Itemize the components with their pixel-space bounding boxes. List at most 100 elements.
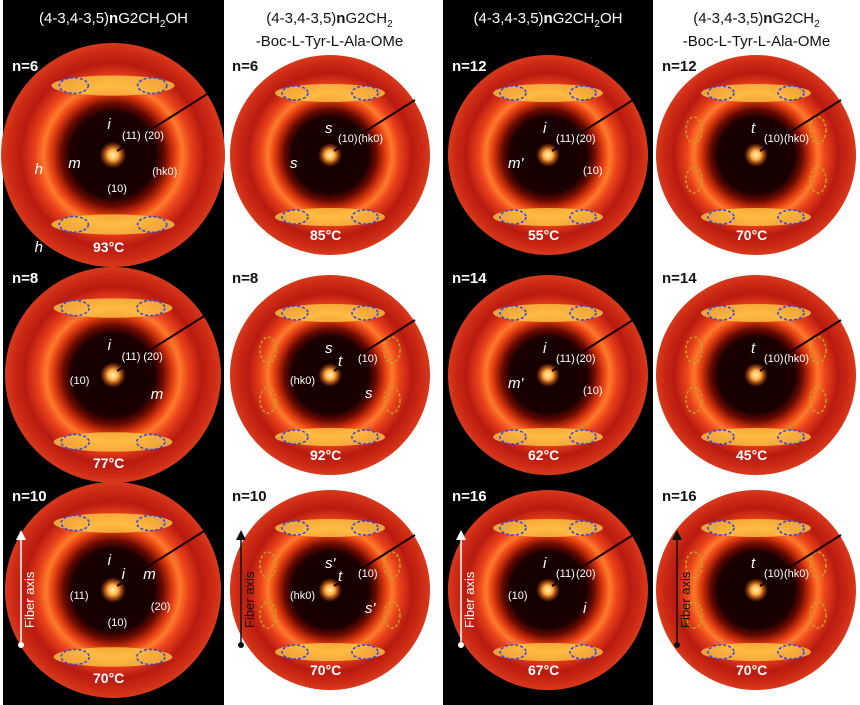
annotation-label: m' [508,375,524,392]
annotation-label: (10) [583,385,603,397]
n-label: n=12 [662,58,697,75]
annotation-label: s' [365,600,376,617]
annotation-label: (hk0) [784,133,810,145]
temperature-label: 70°C [93,670,125,686]
highlight-ellipse [135,299,166,317]
fiber-axis-arrow [672,530,682,648]
highlight-ellipse [135,648,166,666]
highlight-ellipse [351,305,379,321]
highlight-ellipse-t [383,601,401,629]
beam-center [744,363,768,387]
reflection-arc [493,84,603,102]
highlight-ellipse-t [685,601,703,629]
highlight-ellipse [499,429,527,445]
annotation-label: (hk0) [152,166,178,179]
n-label: n=14 [452,270,487,287]
annotation-label: (11) [69,590,89,602]
highlight-ellipse-t [259,386,277,414]
annotation-label: m' [508,155,524,172]
annotation-label: i [543,555,547,572]
annotation-label: (10) [764,353,784,365]
n-label: n=6 [12,58,39,75]
highlight-ellipse [569,520,597,536]
column-header: (4-3,4-3,5)nG2CH2OH [39,10,188,30]
beam-center [536,143,560,167]
n-label: n=16 [452,488,487,505]
highlight-ellipse [351,85,379,101]
diffraction-pattern [448,275,648,475]
reflection-arc [493,519,603,537]
reflection-arc [701,84,811,102]
reflection-arc [701,304,811,322]
highlight-ellipse-t [259,336,277,364]
annotation-label: (11) [121,130,141,143]
highlight-ellipse [707,520,735,536]
highlight-ellipse [707,429,735,445]
highlight-ellipse [777,644,805,660]
beam-stop [759,99,842,152]
diffraction-pattern [230,55,430,255]
annotation-label: i [107,337,111,355]
highlight-ellipse-t [383,386,401,414]
annotation-label: i [121,566,125,584]
temperature-label: 70°C [736,227,768,243]
annotation-label: h [34,160,43,178]
beam-stop [551,99,634,152]
highlight-ellipse [777,520,805,536]
highlight-ellipse-t [685,336,703,364]
column-header: (4-3,4-3,5)nG2CH2 -Boc-L-Tyr-L-Ala-OMe [255,10,404,50]
annotation-label: (20) [576,568,596,580]
beam-center [99,141,127,169]
beam-stop [116,529,206,587]
diffraction-pattern [230,490,430,690]
highlight-ellipse [136,76,168,95]
highlight-ellipse [135,433,166,451]
highlight-ellipse-t [809,336,827,364]
annotation-label: (10) [508,590,528,602]
highlight-ellipse [499,305,527,321]
annotation-label: i [583,600,587,617]
annotation-label: (hk0) [358,133,384,145]
highlight-ellipse-t [809,166,827,194]
highlight-ellipse-t [685,116,703,144]
highlight-ellipse [569,85,597,101]
highlight-ellipse [777,209,805,225]
highlight-ellipse [281,644,309,660]
highlight-ellipse-t [685,386,703,414]
annotation-label: (hk0) [784,353,810,365]
beam-stop [333,319,416,372]
highlight-ellipse-t [809,116,827,144]
reflection-arc [493,208,603,226]
highlight-ellipse-t [259,601,277,629]
highlight-ellipse-t [809,386,827,414]
highlight-ellipse [499,85,527,101]
temperature-label: 70°C [310,662,342,678]
highlight-ellipse [569,429,597,445]
beam-center [100,362,126,388]
annotation-label: i [543,340,547,357]
beam-stop [116,92,209,152]
annotation-label: s [325,120,333,137]
highlight-ellipse-t [259,551,277,579]
annotation-label: s [325,340,333,357]
temperature-label: 67°C [528,662,560,678]
annotation-label: (11) [121,351,141,364]
diffraction-pattern [1,43,225,267]
column-header: (4-3,4-3,5)nG2CH2 -Boc-L-Tyr-L-Ala-OMe [682,10,831,50]
n-label: n=14 [662,270,697,287]
annotation-label: m [68,155,81,172]
annotation-label: m [143,566,156,584]
highlight-ellipse-t [685,551,703,579]
annotation-label: (20) [144,130,164,143]
annotation-label: s' [325,555,336,572]
reflection-arc [53,647,173,667]
annotation-label: t [338,568,343,585]
annotation-label: (11) [556,133,575,145]
reflection-arc [53,513,173,533]
highlight-ellipse [707,209,735,225]
reflection-arc [701,519,811,537]
reflection-arc [275,519,385,537]
highlight-ellipse [60,648,91,666]
diffraction-pattern [656,55,856,255]
highlight-ellipse [707,305,735,321]
